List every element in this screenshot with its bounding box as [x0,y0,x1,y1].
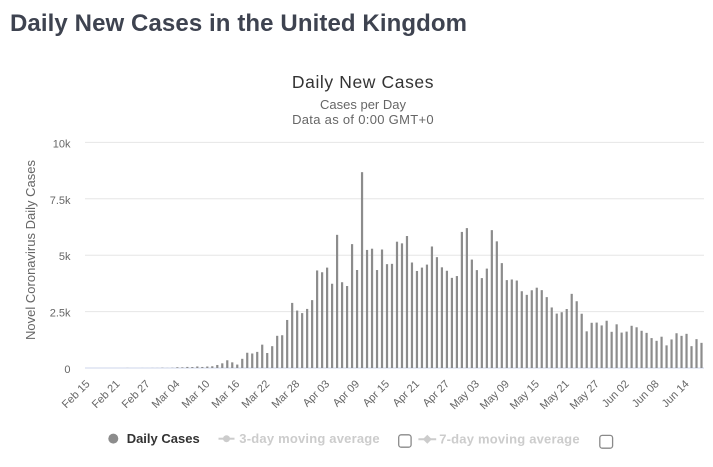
svg-text:Novel Coronavirus Daily Cases: Novel Coronavirus Daily Cases [23,160,38,340]
svg-text:May 09: May 09 [478,378,512,412]
svg-text:Apr 21: Apr 21 [391,378,422,409]
svg-text:Mar 04: Mar 04 [150,378,183,411]
svg-text:Mar 16: Mar 16 [210,378,243,411]
svg-text:Apr 03: Apr 03 [301,378,332,409]
svg-text:May 15: May 15 [508,378,542,412]
svg-text:7-day moving average: 7-day moving average [439,432,580,447]
svg-text:Jun 14: Jun 14 [660,378,692,410]
svg-text:Feb 15: Feb 15 [60,378,93,411]
svg-text:Mar 28: Mar 28 [270,378,303,411]
svg-text:7.5k: 7.5k [50,195,71,207]
svg-text:Jun 08: Jun 08 [630,378,662,410]
svg-text:Data as of 0:00 GMT+0: Data as of 0:00 GMT+0 [292,112,434,127]
svg-text:May 21: May 21 [538,378,572,412]
svg-text:Daily Cases: Daily Cases [127,431,200,446]
svg-text:0: 0 [64,364,70,376]
svg-text:Daily New Cases: Daily New Cases [292,72,434,92]
svg-text:Jun 02: Jun 02 [600,378,632,410]
svg-text:Cases per Day: Cases per Day [320,97,406,112]
svg-text:Feb 21: Feb 21 [90,378,123,411]
svg-text:Apr 15: Apr 15 [361,378,392,409]
svg-text:May 27: May 27 [568,378,602,412]
svg-text:Mar 10: Mar 10 [180,378,213,411]
svg-text:10k: 10k [53,138,71,150]
svg-text:5k: 5k [59,251,71,263]
svg-text:Apr 27: Apr 27 [421,378,452,409]
svg-text:Daily New Cases in the United: Daily New Cases in the United Kingdom [10,10,467,37]
svg-text:Mar 22: Mar 22 [240,378,273,411]
svg-text:Apr 09: Apr 09 [331,378,362,409]
svg-text:3-day moving average: 3-day moving average [239,431,380,446]
svg-text:May 03: May 03 [448,378,482,412]
svg-text:Feb 27: Feb 27 [120,378,153,411]
svg-text:2.5k: 2.5k [50,308,71,320]
